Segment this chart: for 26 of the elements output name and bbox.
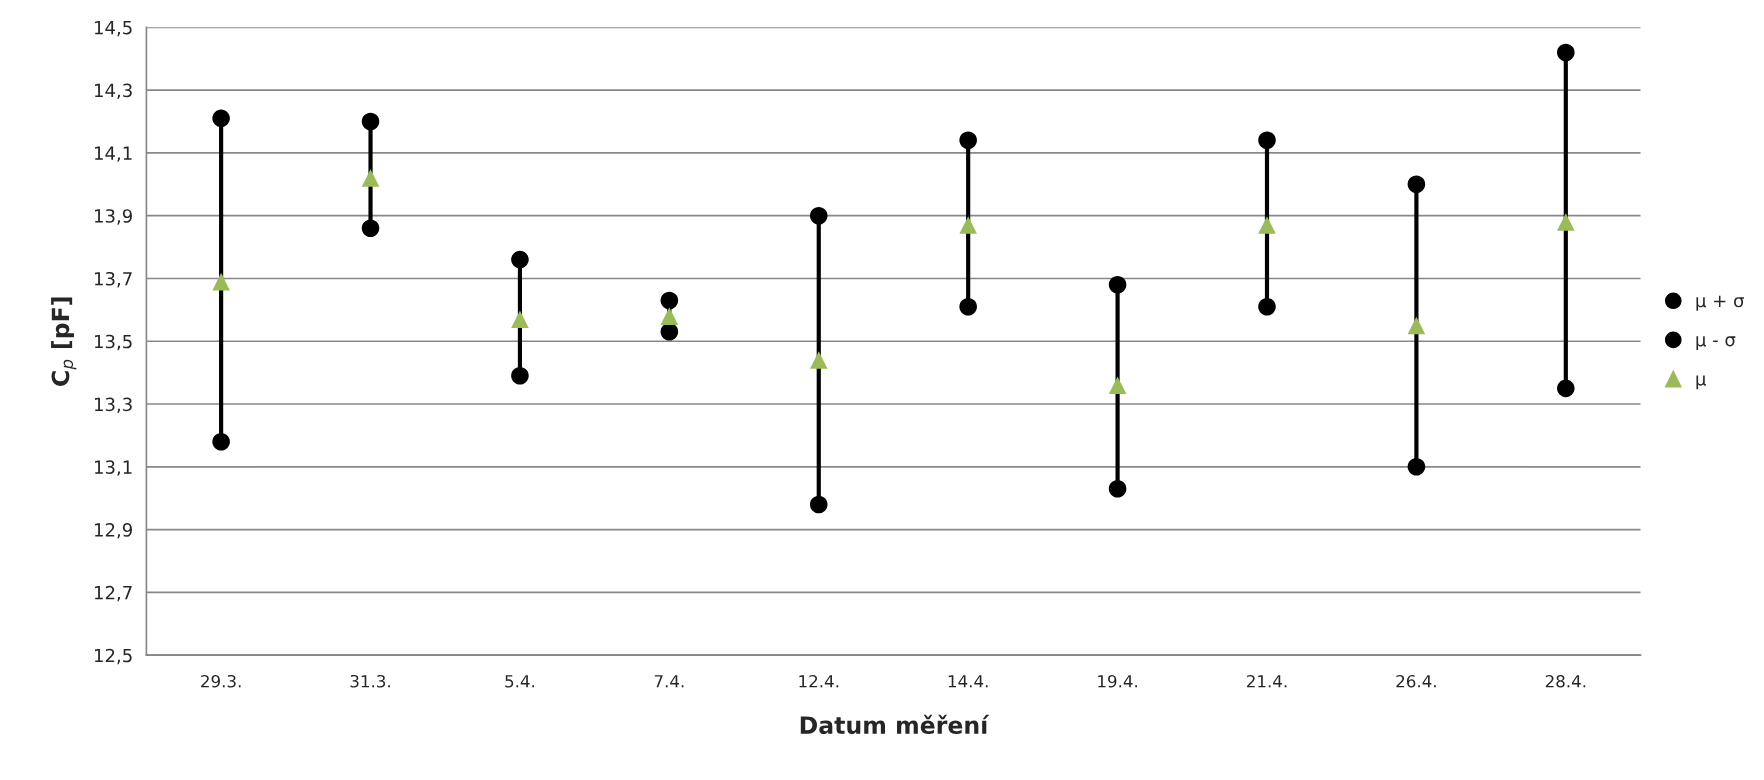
y-tick-label: 13,9 bbox=[95, 209, 132, 225]
y-tick-label: 14,3 bbox=[95, 83, 132, 100]
y-tick-label: 12,5 bbox=[95, 648, 132, 665]
y-tick-label: 13,3 bbox=[95, 397, 132, 413]
y-axis-title: C$_{p}$ [pF] bbox=[51, 297, 77, 386]
x-tick-label: 19.4. bbox=[1098, 674, 1137, 688]
x-tick-label: 29.3. bbox=[201, 674, 241, 688]
x-tick-label: 12.4. bbox=[799, 674, 839, 688]
y-tick-label: 14,5 bbox=[95, 21, 132, 37]
y-tick-label: 13,1 bbox=[95, 460, 132, 476]
x-tick-label: 28.4. bbox=[1545, 674, 1586, 688]
x-tick-label: 5.4. bbox=[505, 675, 535, 688]
legend-label: μ + σ bbox=[1696, 295, 1744, 311]
x-tick-label: 7.4. bbox=[654, 675, 684, 688]
y-tick-label: 12,9 bbox=[95, 523, 132, 539]
y-tick-label: 13,5 bbox=[95, 334, 132, 351]
legend-label: μ - σ bbox=[1696, 336, 1736, 350]
x-tick-label: 31.3. bbox=[350, 674, 390, 688]
x-tick-label: 14.4. bbox=[948, 675, 988, 688]
x-axis-title: Datum měření bbox=[800, 714, 990, 735]
y-tick-label: 14,1 bbox=[95, 146, 132, 162]
y-tick-label: 13,7 bbox=[95, 271, 132, 288]
y-tick-label: 12,7 bbox=[95, 585, 132, 602]
x-tick-label: 21.4. bbox=[1247, 674, 1287, 688]
x-tick-label: 26.4. bbox=[1396, 674, 1436, 688]
legend-label: μ bbox=[1696, 375, 1706, 390]
